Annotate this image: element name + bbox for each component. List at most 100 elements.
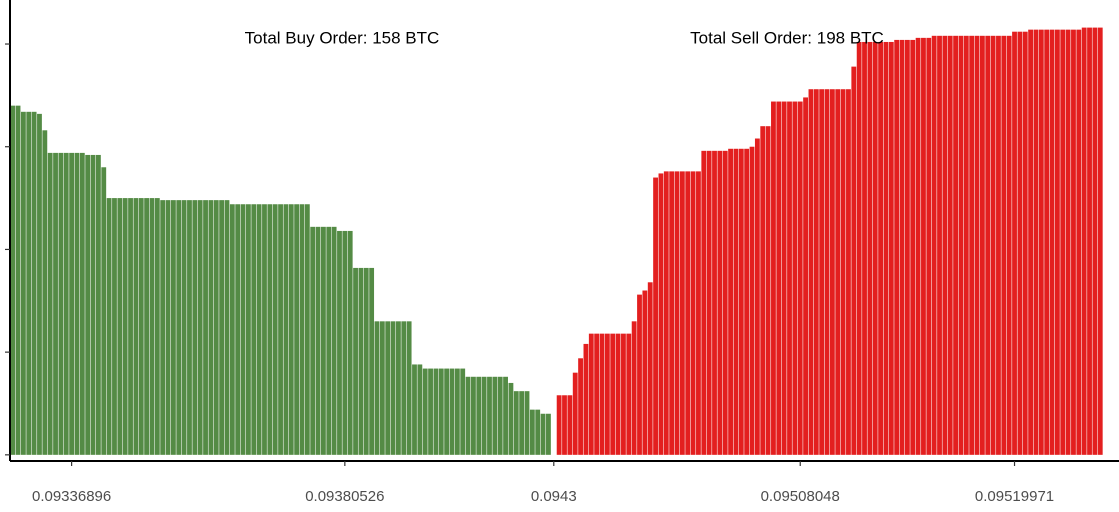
bar: [326, 226, 332, 455]
bar: [706, 150, 712, 455]
bar: [299, 204, 305, 455]
bar: [235, 204, 241, 455]
bar: [294, 204, 300, 455]
bar: [797, 101, 803, 455]
bar: [658, 173, 664, 455]
bar: [626, 333, 632, 455]
bar: [985, 35, 991, 455]
bar: [1092, 27, 1098, 455]
bar: [1001, 35, 1007, 455]
bar: [497, 376, 503, 455]
bar: [385, 321, 391, 455]
bar: [835, 89, 841, 455]
bar: [160, 200, 166, 455]
bar: [460, 368, 466, 455]
x-tick-label: 0.09508048: [761, 488, 840, 505]
bar: [95, 154, 101, 455]
bar: [69, 152, 75, 455]
bar: [31, 111, 37, 455]
bar: [578, 358, 583, 455]
bar: [888, 41, 894, 455]
bar: [738, 148, 744, 455]
bar: [840, 89, 846, 455]
bar: [240, 204, 246, 455]
x-tick-label: 0.09380526: [305, 488, 384, 505]
bar: [669, 171, 675, 455]
bar: [128, 198, 133, 455]
bar: [353, 267, 358, 455]
bar: [1097, 27, 1103, 455]
bar: [862, 41, 867, 455]
bar: [379, 321, 385, 455]
bar: [390, 321, 396, 455]
bar: [926, 37, 932, 455]
bar: [438, 368, 444, 455]
bar: [990, 35, 996, 455]
bar: [749, 146, 755, 455]
bar: [685, 171, 691, 455]
bar: [224, 200, 230, 455]
bar: [653, 177, 658, 455]
bar: [417, 364, 423, 455]
bar: [722, 150, 728, 455]
bar: [412, 364, 417, 455]
bar: [26, 111, 32, 455]
bar: [310, 226, 316, 455]
bar: [1076, 29, 1082, 455]
bar: [471, 376, 476, 455]
bar: [170, 200, 176, 455]
bar: [272, 204, 278, 455]
bar: [562, 395, 567, 455]
bar: [219, 200, 225, 455]
bar: [401, 321, 407, 455]
bar: [149, 198, 155, 455]
bar: [519, 391, 525, 455]
bar: [245, 204, 251, 455]
bar: [10, 105, 16, 455]
bar: [58, 152, 64, 455]
bar: [203, 200, 208, 455]
bar: [615, 333, 621, 455]
bar: [829, 89, 835, 455]
bar: [229, 204, 235, 455]
bar: [963, 35, 969, 455]
bar: [85, 154, 91, 455]
bar: [824, 89, 830, 455]
bar: [513, 391, 519, 455]
bar: [476, 376, 482, 455]
x-tick-label: 0.0943: [531, 488, 577, 505]
bar: [947, 35, 953, 455]
bar: [1054, 29, 1060, 455]
bar: [690, 171, 696, 455]
bar: [674, 171, 680, 455]
bar: [679, 171, 685, 455]
bar: [958, 35, 964, 455]
bar: [1012, 31, 1017, 455]
bar: [696, 171, 701, 455]
bar: [953, 35, 959, 455]
bar: [481, 376, 487, 455]
bar: [42, 130, 48, 455]
bar: [503, 376, 508, 455]
x-tick-label: 0.09519971: [975, 488, 1054, 505]
bar: [187, 200, 192, 455]
bar: [369, 267, 375, 455]
bar: [79, 152, 85, 455]
bar: [256, 204, 262, 455]
bar: [197, 200, 203, 455]
bar: [465, 376, 471, 455]
bar: [1087, 27, 1092, 455]
bar: [604, 333, 610, 455]
bar: [1028, 29, 1034, 455]
bar: [931, 35, 937, 455]
bar: [781, 101, 787, 455]
bar: [771, 101, 776, 455]
bar: [342, 230, 348, 455]
bar: [1022, 31, 1028, 455]
bar: [1006, 35, 1012, 455]
bar: [331, 226, 337, 455]
bar: [53, 152, 58, 455]
bar: [176, 200, 182, 455]
bar: [776, 101, 782, 455]
bar: [106, 198, 112, 455]
